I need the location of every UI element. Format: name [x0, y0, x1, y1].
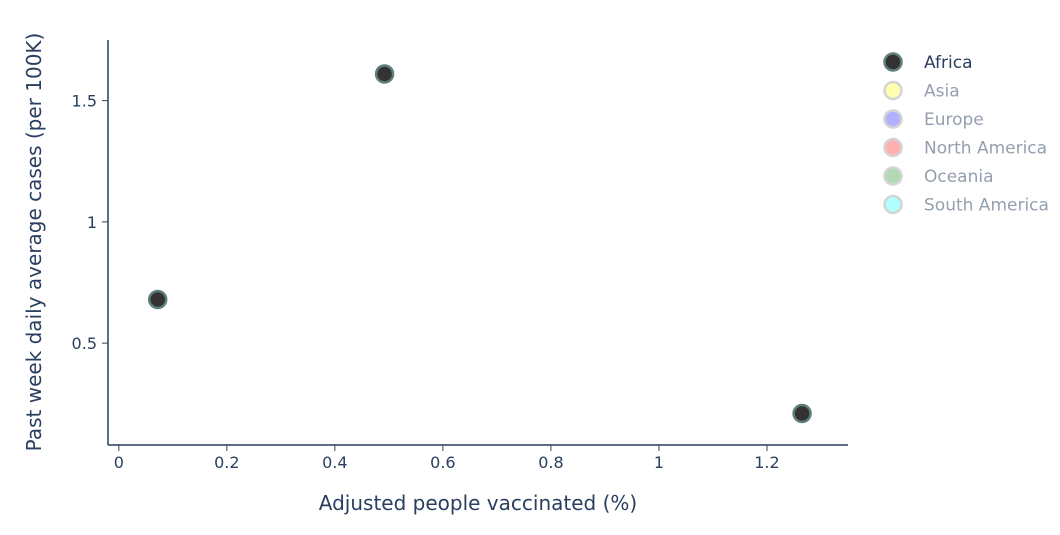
- x-tick-label: 0.8: [538, 453, 563, 472]
- legend-item-asia[interactable]: Asia: [883, 80, 960, 102]
- x-tick-label: 0.2: [214, 453, 239, 472]
- legend-marker: [883, 137, 903, 158]
- x-tick-label: 0: [114, 453, 124, 472]
- legend-label: South America: [924, 196, 1049, 216]
- legend-item-europe[interactable]: Europe: [883, 109, 984, 130]
- y-tick-label: 0.5: [72, 334, 97, 353]
- legend-marker: [883, 52, 903, 72]
- y-tick-label: 1.5: [72, 92, 97, 111]
- x-tick-label: 0.6: [430, 453, 455, 472]
- legend-label: Europe: [924, 110, 984, 130]
- data-points: [147, 64, 812, 424]
- legend-marker: [883, 80, 903, 101]
- scatter-point-africa[interactable]: [147, 289, 168, 310]
- legend-marker: [883, 166, 903, 186]
- legend-label: North America: [924, 139, 1047, 159]
- axes: 0 0.2 0.4 0.6 0.8 1 1.2 0.5 1 1.5: [72, 40, 848, 472]
- legend-item-oceania[interactable]: Oceania: [883, 166, 994, 187]
- legend-marker: [883, 194, 903, 215]
- legend-marker: [883, 109, 903, 129]
- y-axis-title: Past week daily average cases (per 100K): [22, 33, 46, 452]
- scatter-point-africa[interactable]: [374, 64, 395, 84]
- x-tick-label: 1.2: [754, 453, 779, 472]
- legend-label: Africa: [924, 53, 973, 73]
- legend[interactable]: Africa Asia Europe North America Oceania Sout…: [883, 52, 1049, 216]
- legend-item-africa[interactable]: Africa: [883, 52, 973, 73]
- x-axis-title: Adjusted people vaccinated (%): [319, 491, 637, 515]
- x-tick-label: 1: [654, 453, 664, 472]
- x-tick-label: 0.4: [322, 453, 347, 472]
- legend-item-south-america[interactable]: South America: [883, 194, 1049, 216]
- legend-item-north-america[interactable]: North America: [883, 137, 1048, 159]
- scatter-point-africa[interactable]: [792, 403, 812, 424]
- legend-label: Oceania: [924, 167, 994, 187]
- y-tick-label: 1: [87, 213, 97, 232]
- legend-label: Asia: [924, 82, 960, 102]
